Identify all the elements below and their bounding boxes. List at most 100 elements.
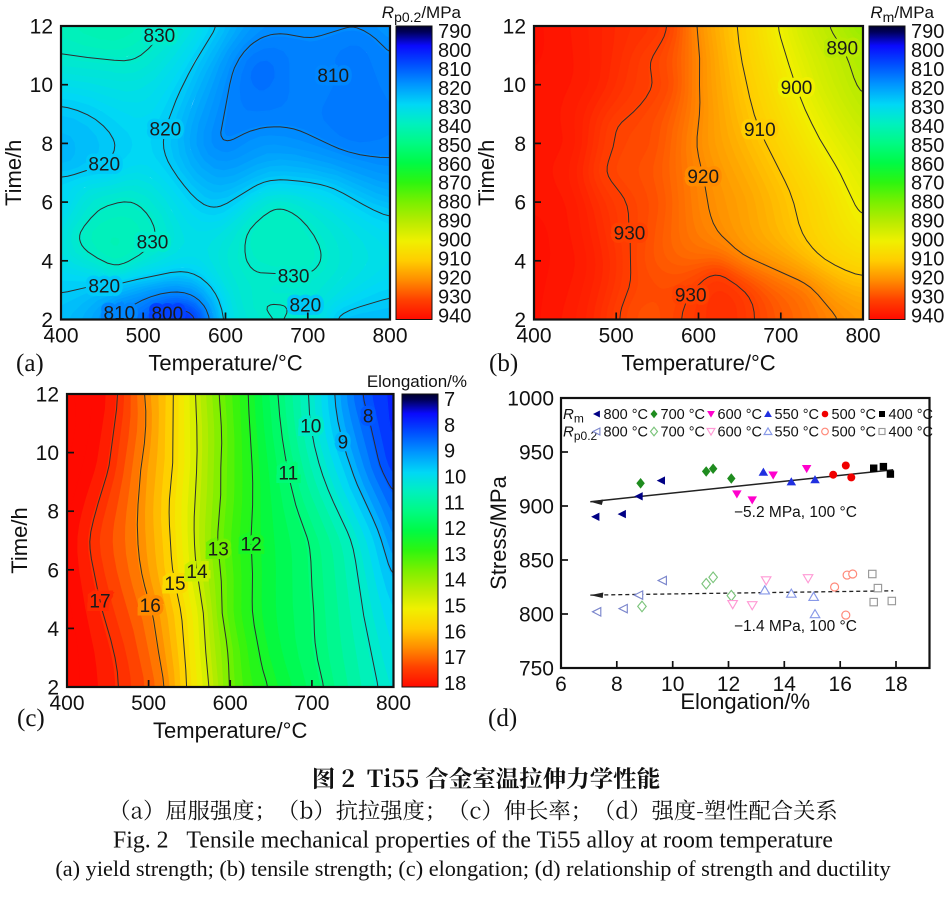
svg-text:4: 4 bbox=[514, 250, 526, 273]
svg-text:800: 800 bbox=[519, 604, 554, 627]
svg-text:800: 800 bbox=[845, 325, 880, 348]
svg-text:Rp0.2: Rp0.2 bbox=[563, 424, 598, 444]
svg-text:930: 930 bbox=[438, 287, 471, 309]
svg-text:700: 700 bbox=[294, 692, 329, 715]
svg-text:15: 15 bbox=[164, 574, 185, 595]
svg-text:Time/h: Time/h bbox=[1, 140, 26, 206]
svg-text:950: 950 bbox=[519, 442, 554, 465]
svg-text:Rm: Rm bbox=[563, 406, 584, 426]
svg-text:−5.2 MPa, 100 °C: −5.2 MPa, 100 °C bbox=[734, 504, 857, 521]
svg-text:(d): (d) bbox=[488, 705, 517, 732]
svg-text:11: 11 bbox=[278, 463, 298, 484]
svg-text:910: 910 bbox=[438, 249, 471, 271]
svg-text:700 °C: 700 °C bbox=[661, 425, 706, 441]
svg-text:850: 850 bbox=[438, 135, 471, 157]
svg-text:900: 900 bbox=[781, 78, 813, 99]
svg-text:820: 820 bbox=[438, 78, 471, 100]
svg-text:9: 9 bbox=[338, 433, 349, 454]
svg-text:920: 920 bbox=[438, 268, 471, 290]
svg-text:16: 16 bbox=[829, 673, 852, 696]
svg-text:Elongation/%: Elongation/% bbox=[680, 689, 810, 714]
svg-text:Time/h: Time/h bbox=[474, 140, 499, 206]
svg-text:800: 800 bbox=[372, 325, 407, 348]
svg-text:890: 890 bbox=[826, 39, 858, 60]
svg-text:Temperature/°C: Temperature/°C bbox=[621, 351, 775, 376]
svg-text:6: 6 bbox=[47, 559, 59, 582]
svg-text:(c): (c) bbox=[17, 705, 45, 732]
svg-text:4: 4 bbox=[41, 250, 53, 273]
svg-text:930: 930 bbox=[614, 224, 646, 245]
svg-text:840: 840 bbox=[911, 116, 944, 138]
svg-text:500: 500 bbox=[126, 325, 161, 348]
svg-text:840: 840 bbox=[438, 116, 471, 138]
svg-text:10: 10 bbox=[661, 673, 684, 696]
svg-text:6: 6 bbox=[514, 192, 526, 215]
svg-text:830: 830 bbox=[438, 97, 471, 119]
svg-text:800: 800 bbox=[438, 40, 471, 62]
svg-text:2: 2 bbox=[47, 677, 59, 700]
svg-text:750: 750 bbox=[519, 658, 554, 681]
svg-text:12: 12 bbox=[503, 16, 526, 39]
svg-text:6: 6 bbox=[41, 192, 53, 215]
svg-text:12: 12 bbox=[241, 535, 262, 556]
svg-text:810: 810 bbox=[911, 59, 944, 81]
svg-text:Time/h: Time/h bbox=[7, 507, 32, 573]
svg-text:800: 800 bbox=[376, 692, 411, 715]
svg-text:10: 10 bbox=[300, 417, 321, 438]
svg-text:900: 900 bbox=[911, 230, 944, 252]
svg-text:800: 800 bbox=[911, 40, 944, 62]
svg-text:16: 16 bbox=[444, 621, 466, 643]
svg-text:830: 830 bbox=[137, 233, 169, 254]
svg-text:500 °C: 500 °C bbox=[832, 407, 877, 423]
svg-text:850: 850 bbox=[911, 135, 944, 157]
svg-text:830: 830 bbox=[278, 266, 310, 287]
svg-text:600: 600 bbox=[681, 325, 716, 348]
svg-text:10: 10 bbox=[503, 74, 526, 97]
svg-text:500: 500 bbox=[131, 692, 166, 715]
svg-text:820: 820 bbox=[911, 78, 944, 100]
svg-text:12: 12 bbox=[36, 384, 59, 407]
svg-text:4: 4 bbox=[47, 618, 59, 641]
svg-text:800 °C: 800 °C bbox=[604, 407, 649, 423]
svg-text:810: 810 bbox=[317, 66, 349, 87]
svg-text:940: 940 bbox=[438, 306, 471, 328]
svg-text:16: 16 bbox=[140, 596, 161, 617]
svg-text:940: 940 bbox=[911, 306, 944, 328]
svg-text:550 °C: 550 °C bbox=[775, 425, 820, 441]
svg-text:400: 400 bbox=[516, 325, 551, 348]
svg-text:790: 790 bbox=[911, 21, 944, 43]
svg-text:400 °C: 400 °C bbox=[889, 425, 934, 441]
svg-text:800 °C: 800 °C bbox=[604, 425, 649, 441]
svg-text:700: 700 bbox=[763, 325, 798, 348]
svg-text:920: 920 bbox=[911, 268, 944, 290]
svg-text:400 °C: 400 °C bbox=[889, 407, 934, 423]
svg-text:17: 17 bbox=[444, 647, 466, 669]
svg-text:Elongation/%: Elongation/% bbox=[367, 372, 467, 391]
svg-text:500 °C: 500 °C bbox=[832, 425, 877, 441]
svg-text:820: 820 bbox=[289, 295, 321, 316]
svg-text:8: 8 bbox=[611, 673, 623, 696]
svg-text:18: 18 bbox=[884, 673, 907, 696]
svg-text:10: 10 bbox=[444, 467, 466, 489]
svg-text:2: 2 bbox=[514, 309, 526, 332]
svg-text:8: 8 bbox=[444, 415, 455, 437]
svg-text:850: 850 bbox=[519, 550, 554, 573]
svg-text:830: 830 bbox=[144, 26, 176, 47]
svg-text:8: 8 bbox=[47, 501, 59, 524]
svg-text:Rm/MPa: Rm/MPa bbox=[870, 3, 934, 25]
svg-text:9: 9 bbox=[444, 441, 455, 463]
svg-text:7: 7 bbox=[444, 389, 455, 411]
svg-text:8: 8 bbox=[363, 407, 374, 428]
svg-text:14: 14 bbox=[773, 673, 797, 696]
svg-text:870: 870 bbox=[438, 173, 471, 195]
svg-text:900: 900 bbox=[519, 496, 554, 519]
svg-text:790: 790 bbox=[438, 21, 471, 43]
svg-text:830: 830 bbox=[911, 97, 944, 119]
svg-text:890: 890 bbox=[911, 211, 944, 233]
svg-text:6: 6 bbox=[555, 673, 567, 696]
svg-text:13: 13 bbox=[208, 540, 229, 561]
svg-text:Stress/MPa: Stress/MPa bbox=[486, 475, 511, 589]
svg-text:11: 11 bbox=[444, 492, 465, 514]
svg-text:Fig. 2 Tensile mechanical pr: Fig. 2 Tensile mechanical properties of … bbox=[113, 828, 833, 854]
svg-text:Temperature/°C: Temperature/°C bbox=[153, 718, 307, 743]
